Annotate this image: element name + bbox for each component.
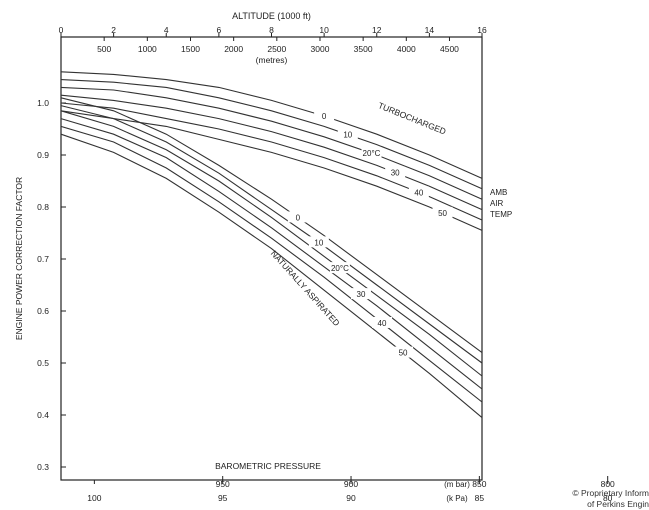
naturally-aspirated-label-bg-3	[350, 288, 371, 300]
turbocharged-label-3: 30	[391, 169, 400, 178]
naturally-aspirated-label-bg-4	[372, 316, 393, 328]
altitude-tick-label-4: 4	[164, 25, 169, 35]
naturally-aspirated-label-bg-5	[393, 346, 414, 358]
altitude-tick-label-16: 16	[477, 25, 487, 35]
mbar-unit-label: (m bar)	[444, 480, 470, 489]
kpa-tick-label-90: 90	[346, 493, 356, 503]
naturally-aspirated-curve-2	[60, 110, 483, 377]
kpa-tick-label-95: 95	[218, 493, 228, 503]
turbocharged-curve-5	[60, 110, 483, 231]
turbocharged-label-0: 0	[322, 112, 327, 121]
copyright-notice: © Proprietary Inform of Perkins Engin	[524, 488, 649, 510]
turbocharged-label-bg-5	[432, 206, 453, 218]
turbocharged-label-bg-3	[385, 166, 406, 178]
curve-label-layer: 0 10 20°C 30 40 50 0 10 20°C 30 40 50 TURBOCHARGED NA…	[269, 100, 512, 358]
factor-tick-label-0.4: 0.4	[37, 410, 49, 420]
metres-tick-label-4000: 4000	[397, 44, 416, 54]
ambient-air-temp-label-0: AMB	[490, 188, 507, 197]
naturally-aspirated-curve-1	[60, 105, 483, 364]
naturally-aspirated-label-5: 50	[399, 349, 408, 358]
kpa-unit-label: (k Pa)	[446, 494, 468, 503]
factor-tick-label-0.6: 0.6	[37, 306, 49, 316]
naturally-aspirated-label-2: 20°C	[331, 264, 349, 273]
factor-tick-label-0.8: 0.8	[37, 202, 49, 212]
turbocharged-label-2: 20°C	[363, 149, 381, 158]
copyright-line-1: © Proprietary Inform	[572, 488, 649, 498]
turbocharged-curve-0	[60, 71, 483, 179]
plot-frame	[60, 36, 483, 481]
naturally-aspirated-label-1: 10	[314, 238, 323, 247]
metres-tick-label-4500: 4500	[440, 44, 459, 54]
factor-tick-label-0.5: 0.5	[37, 358, 49, 368]
turbocharged-label-bg-1	[337, 128, 358, 140]
naturally-aspirated-group-label: NATURALLY ASPIRATED	[269, 248, 342, 328]
naturally-aspirated-curve-0	[60, 97, 483, 354]
factor-tick-label-0.9: 0.9	[37, 150, 49, 160]
correction-factor-axis: 0.3 0.4 0.5 0.6 0.7 0.8 0.9 1.0 ENGINE POWER COR…	[14, 98, 66, 472]
metres-tick-label-3000: 3000	[311, 44, 330, 54]
factor-tick-label-0.7: 0.7	[37, 254, 49, 264]
turbocharged-label-bg-2	[361, 147, 382, 159]
turbocharged-curve-2	[60, 86, 483, 200]
metres-tick-label-1500: 1500	[181, 44, 200, 54]
turbocharged-group-label: TURBOCHARGED	[377, 100, 448, 136]
naturally-aspirated-label-bg-0	[287, 211, 308, 223]
naturally-aspirated-label-bg-2	[329, 262, 350, 274]
turbocharged-label-1: 10	[343, 131, 352, 140]
turbocharged-label-bg-4	[408, 186, 429, 198]
kpa-tick-label-85: 85	[475, 493, 485, 503]
naturally-aspirated-label-bg-1	[308, 236, 329, 248]
turbocharged-label-5: 50	[438, 209, 447, 218]
altitude-tick-label-10: 10	[319, 25, 329, 35]
naturally-aspirated-label-0: 0	[296, 213, 301, 222]
naturally-aspirated-curve-4	[60, 125, 483, 403]
curve-layer	[60, 71, 483, 419]
kpa-tick-label-100: 100	[87, 493, 101, 503]
turbocharged-label-bg-0	[314, 110, 335, 121]
copyright-line-2: of Perkins Engin	[587, 499, 649, 509]
turbocharged-label-4: 40	[414, 188, 423, 197]
kpa-tick-label-80: 80	[603, 493, 613, 503]
plot-border	[60, 36, 483, 481]
naturally-aspirated-label-3: 30	[357, 290, 366, 299]
factor-tick-label-1.0: 1.0	[37, 98, 49, 108]
metres-tick-label-3500: 3500	[354, 44, 373, 54]
barometric-pressure-axis: BAROMETRIC PRESSURE950900850800750700650…	[87, 461, 615, 503]
altitude-axis: ALTITUDE (1000 ft) 0 2 4 6 8 10 12 14 16 500 1000 15…	[59, 11, 487, 65]
altitude-tick-label-14: 14	[425, 25, 435, 35]
naturally-aspirated-label-4: 40	[378, 319, 387, 328]
metres-tick-label-1000: 1000	[138, 44, 157, 54]
altitude-tick-label-0: 0	[59, 25, 64, 35]
altitude-tick-label-2: 2	[111, 25, 116, 35]
altitude-tick-label-8: 8	[269, 25, 274, 35]
metres-tick-label-2000: 2000	[224, 44, 243, 54]
turbocharged-curve-3	[60, 94, 483, 211]
altitude-tick-label-12: 12	[372, 25, 382, 35]
turbocharged-curve-1	[60, 79, 483, 190]
factor-axis-title: ENGINE POWER CORRECTION FACTOR	[14, 177, 24, 340]
factor-tick-label-0.3: 0.3	[37, 462, 49, 472]
ambient-air-temp-label-1: AIR	[490, 199, 504, 208]
metres-axis-title: (metres)	[256, 55, 288, 65]
altitude-axis-title: ALTITUDE (1000 ft)	[232, 11, 311, 21]
naturally-aspirated-curve-3	[60, 118, 483, 390]
pressure-axis-title: BAROMETRIC PRESSURE	[215, 461, 321, 471]
ambient-air-temp-label-2: TEMP	[490, 210, 512, 219]
metres-tick-label-2500: 2500	[267, 44, 286, 54]
naturally-aspirated-curve-5	[60, 133, 483, 419]
altitude-tick-label-6: 6	[217, 25, 222, 35]
metres-tick-label-500: 500	[97, 44, 111, 54]
